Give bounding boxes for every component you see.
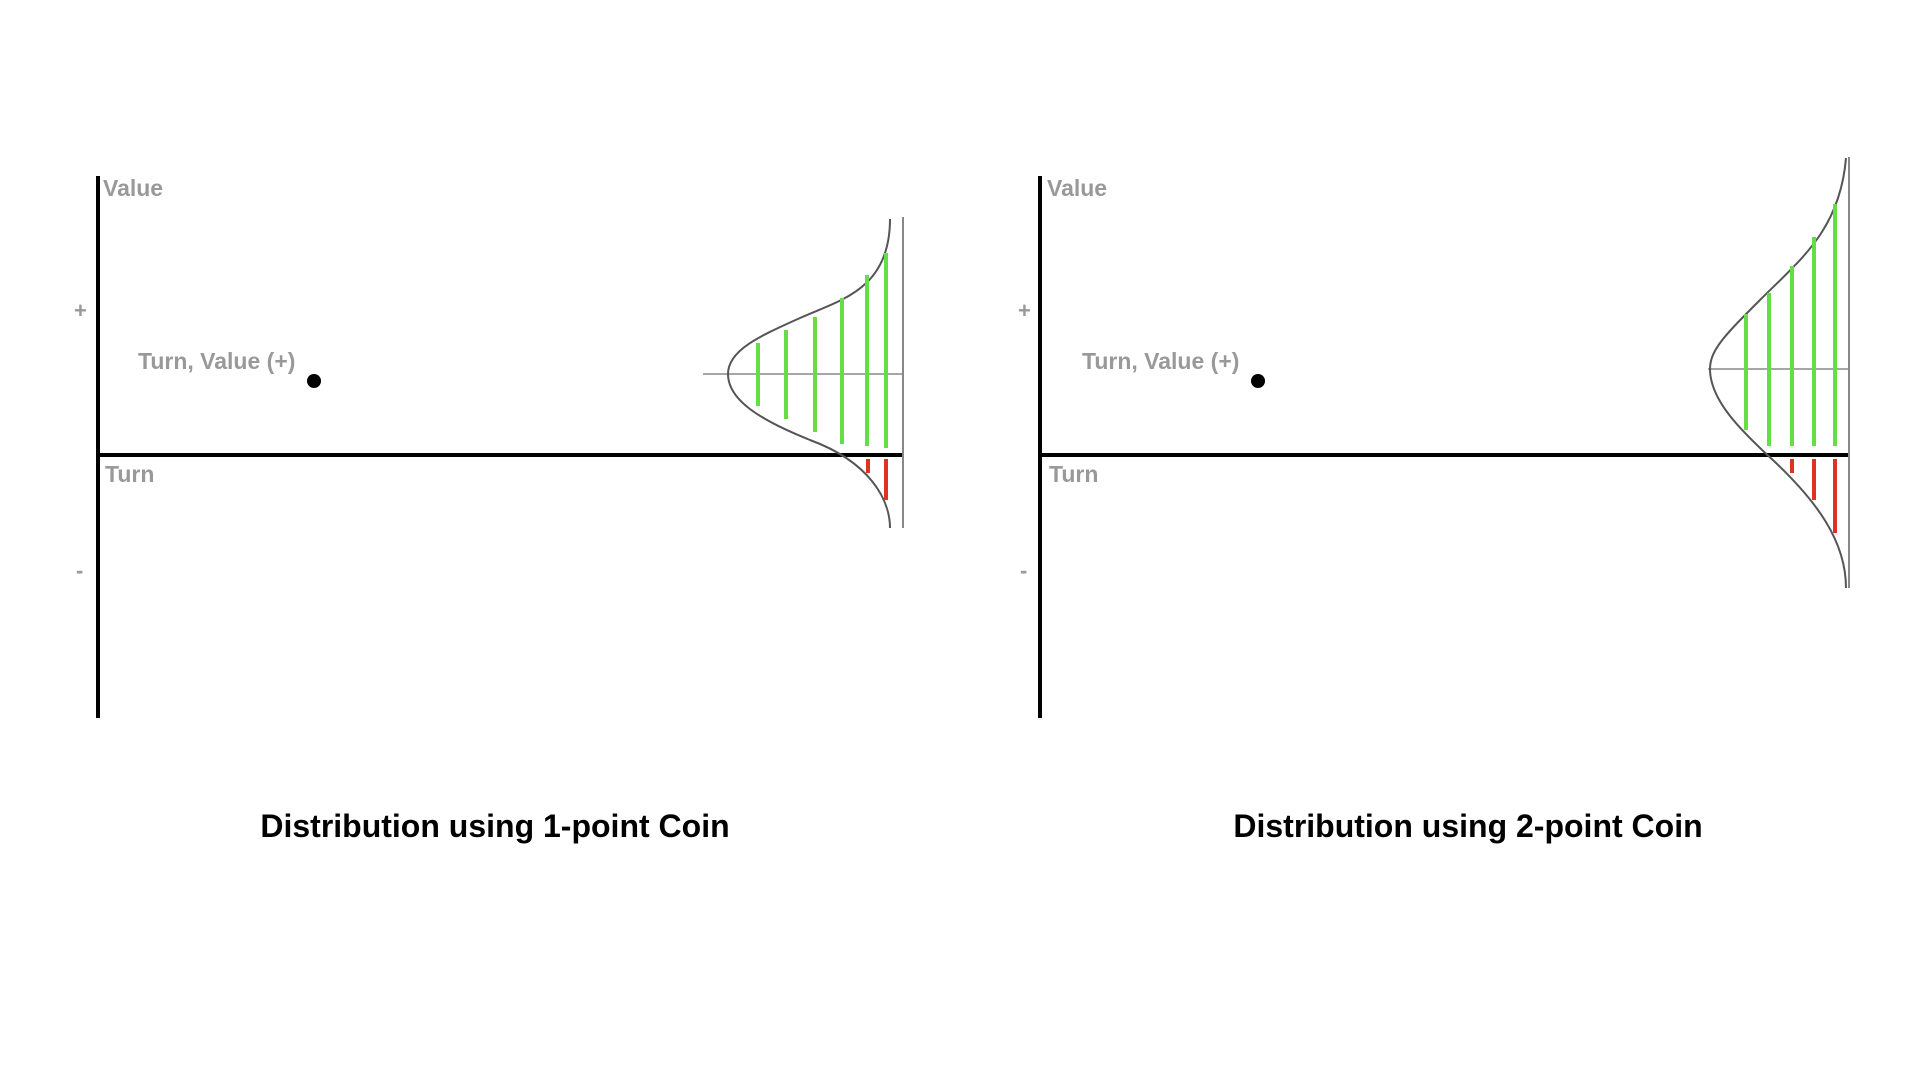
x-axis-label: Turn bbox=[105, 461, 154, 487]
negative-outcome-lines bbox=[1790, 459, 1837, 533]
panel-left: Value Turn + - Turn, Value (+) bbox=[74, 175, 904, 718]
distribution-curve bbox=[1708, 157, 1847, 589]
minus-label: - bbox=[76, 558, 83, 583]
minus-label: - bbox=[1020, 558, 1027, 583]
data-point bbox=[307, 374, 321, 388]
caption-right: Distribution using 2-point Coin bbox=[1233, 808, 1703, 844]
positive-outcome-lines bbox=[1744, 204, 1837, 446]
plus-label: + bbox=[74, 298, 87, 323]
panel-right: Value Turn + - Turn, Value (+) bbox=[1018, 157, 1850, 718]
caption-left: Distribution using 1-point Coin bbox=[260, 808, 730, 844]
positive-outcome-lines bbox=[756, 253, 888, 448]
plus-label: + bbox=[1018, 298, 1031, 323]
point-label: Turn, Value (+) bbox=[1082, 348, 1239, 374]
y-axis-label: Value bbox=[103, 175, 163, 201]
distribution-curve bbox=[726, 218, 891, 529]
point-label: Turn, Value (+) bbox=[138, 348, 295, 374]
data-point bbox=[1251, 374, 1265, 388]
y-axis-label: Value bbox=[1047, 175, 1107, 201]
negative-outcome-lines bbox=[866, 459, 888, 500]
x-axis-label: Turn bbox=[1049, 461, 1098, 487]
